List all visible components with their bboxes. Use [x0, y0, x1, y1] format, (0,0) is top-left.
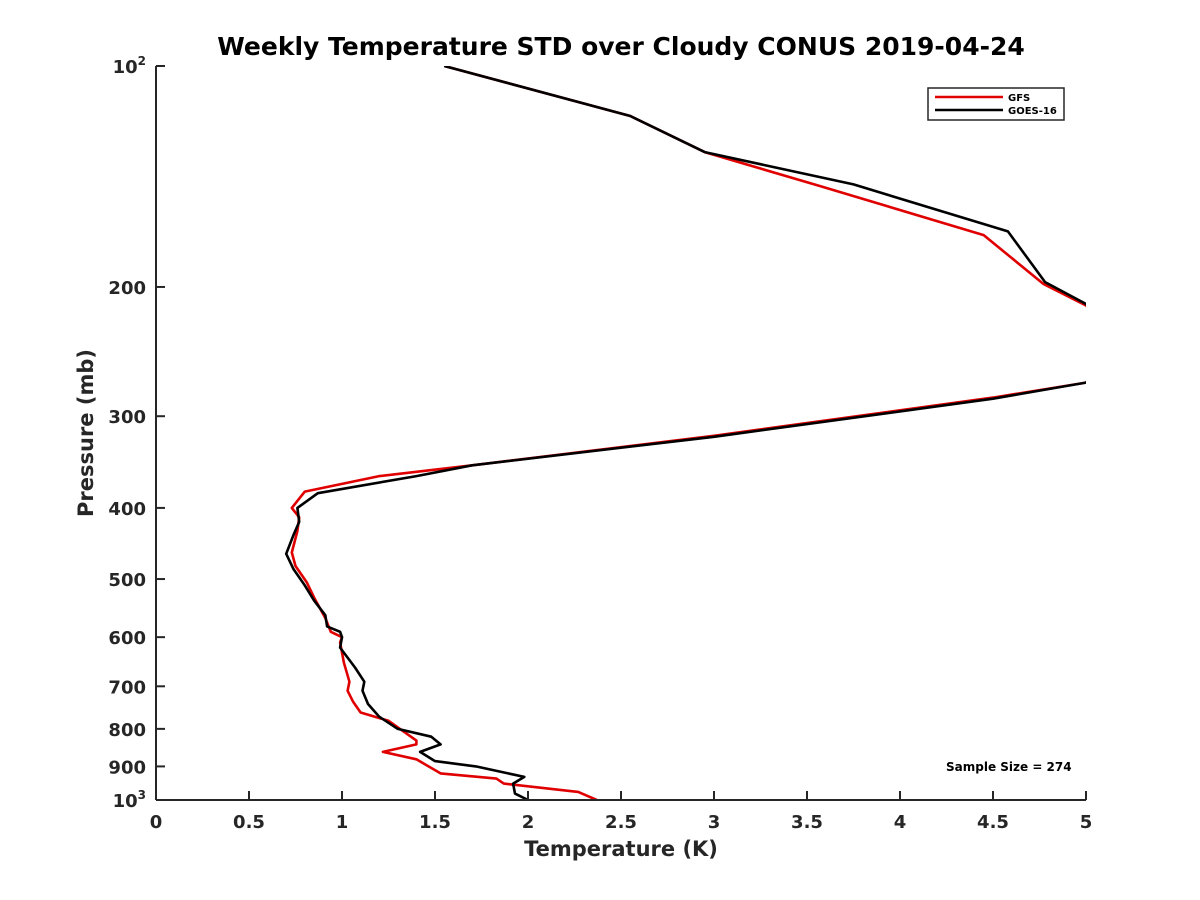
legend-label-goes-16: GOES-16: [1008, 106, 1057, 117]
x-tick-label: 2.5: [605, 812, 637, 833]
y-tick-label: 200: [108, 278, 146, 299]
series-layer: [284, 66, 1086, 800]
y-tick-label: 400: [108, 499, 146, 520]
y-tick-base: 10: [113, 57, 138, 78]
legend: GFS GOES-16: [927, 87, 1065, 121]
chart-title: Weekly Temperature STD over Cloudy CONUS…: [217, 32, 1025, 61]
x-tick-label: 1.5: [419, 812, 451, 833]
x-tick-label: 3: [708, 812, 721, 833]
x-tick-label: 4: [894, 812, 907, 833]
x-tick-label: 1: [336, 812, 349, 833]
sample-size-annotation: Sample Size = 274: [946, 760, 1072, 774]
x-tick-label: 0.5: [233, 812, 265, 833]
y-tick-label: 900: [108, 757, 146, 778]
y-tick-label: 103: [113, 788, 146, 812]
y-tick-label: 600: [108, 628, 146, 649]
legend-label-gfs: GFS: [1008, 93, 1030, 104]
x-ticks: 0 0.5 1 1.5 2 2.5 3 3.5 4 4.5 5: [150, 791, 1093, 833]
legend-box: [927, 87, 1065, 121]
y-tick-base: 10: [113, 791, 138, 812]
y-tick-exponent: 3: [138, 788, 146, 802]
y-axis-label: Pressure (mb): [74, 349, 98, 517]
y-tick-exponent: 2: [138, 54, 146, 68]
x-tick-label: 3.5: [791, 812, 823, 833]
x-tick-label: 2: [522, 812, 535, 833]
y-tick-label: 700: [108, 677, 146, 698]
series-line-gfs: [290, 66, 1086, 800]
x-tick-label: 4.5: [977, 812, 1009, 833]
y-tick-label: 500: [108, 570, 146, 591]
y-tick-label: 102: [113, 54, 146, 78]
x-tick-label: 5: [1080, 812, 1093, 833]
x-tick-label: 0: [150, 812, 163, 833]
x-axis-label: Temperature (K): [524, 837, 718, 861]
series-line-goes-16: [284, 66, 1086, 800]
y-tick-label: 800: [108, 720, 146, 741]
y-tick-label: 300: [108, 407, 146, 428]
